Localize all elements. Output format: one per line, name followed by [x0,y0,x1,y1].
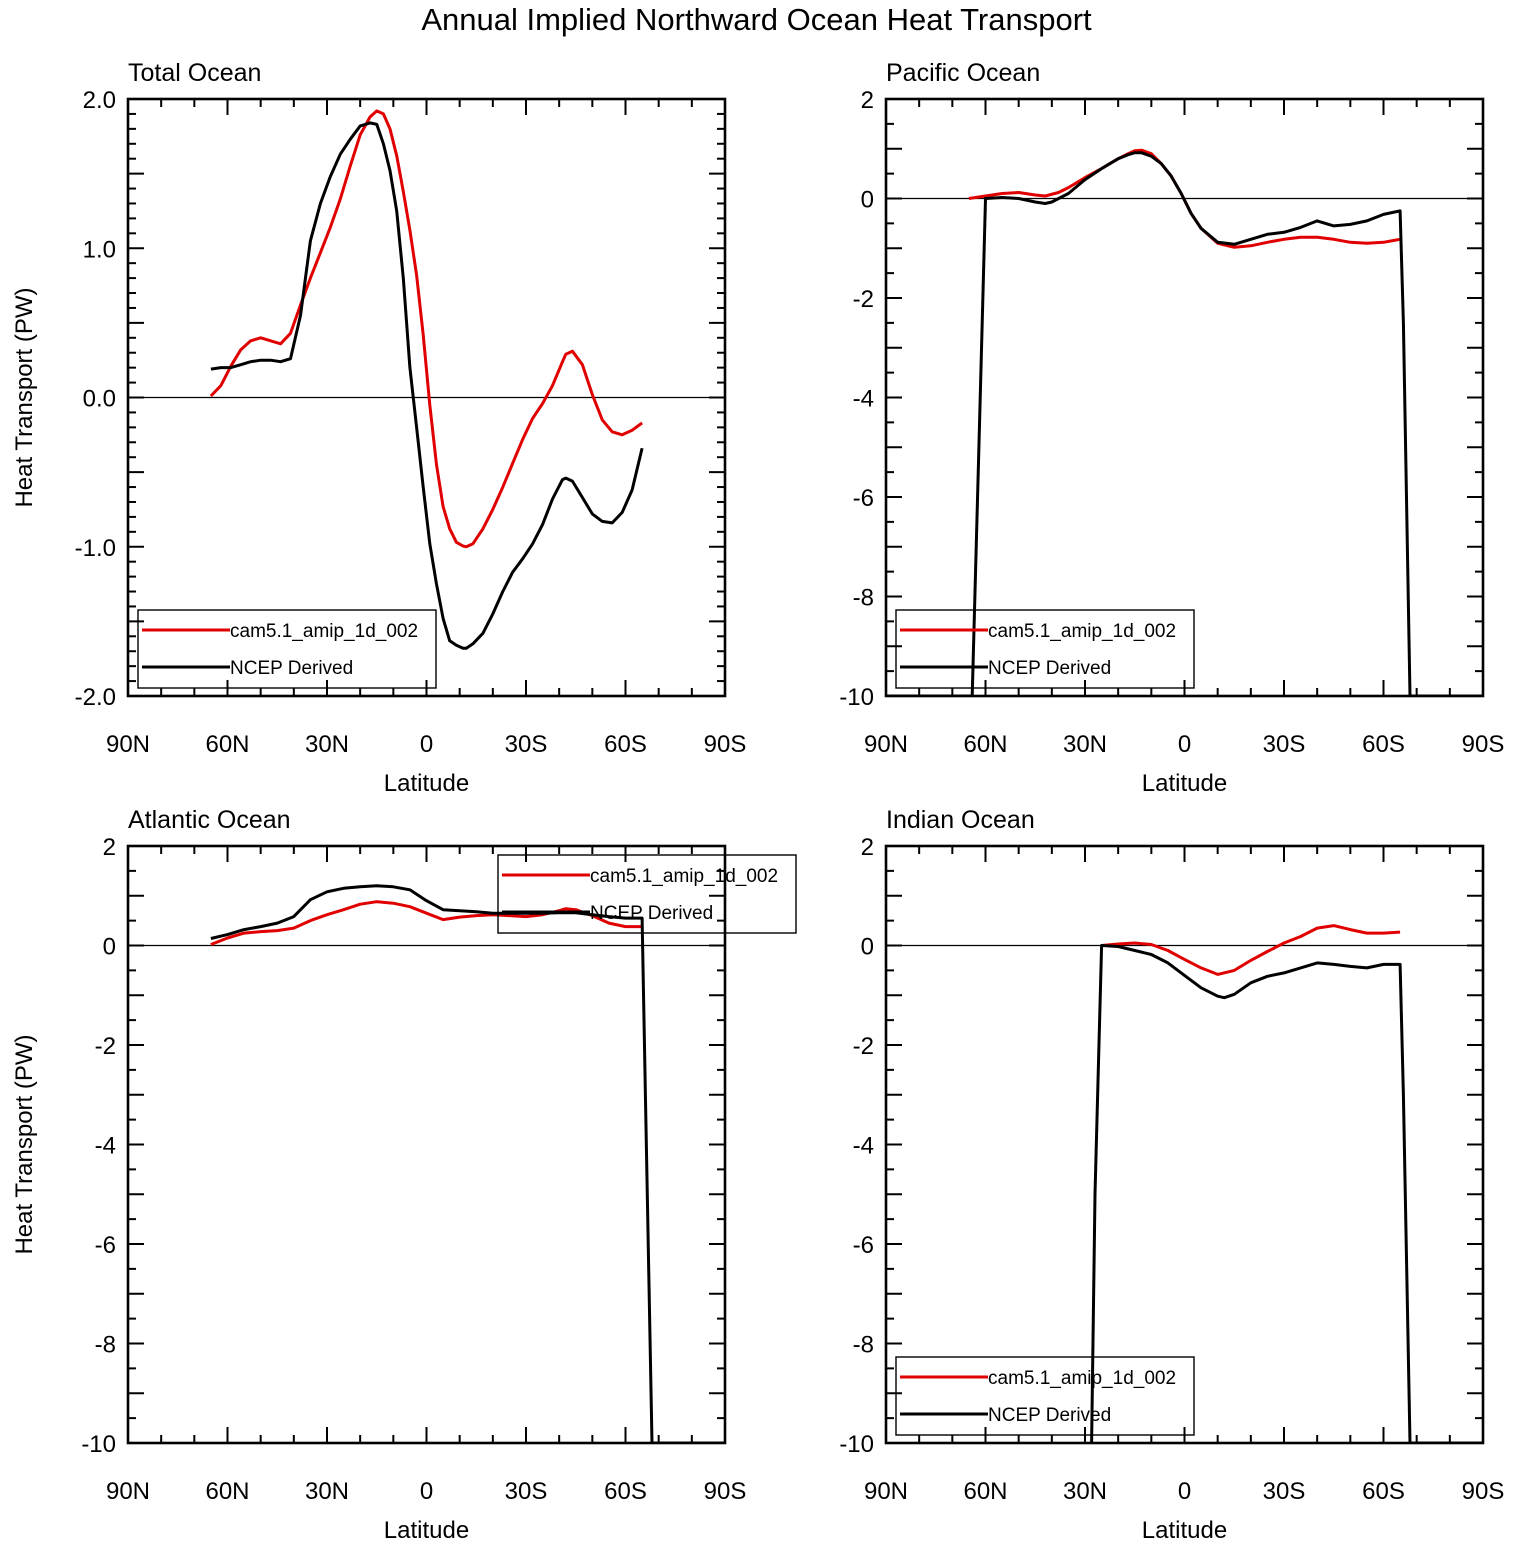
panel-title: Total Ocean [128,59,261,87]
legend-label: NCEP Derived [988,658,1111,679]
y-axis-label: Heat Transport (PW) [11,1034,38,1254]
legend: cam5.1_amip_1d_002 NCEP Derived [497,854,797,934]
x-axis-label: Latitude [384,1517,469,1544]
x-tick-label: 60N [963,1478,1007,1505]
x-tick-label: 60N [963,731,1007,758]
plot-frame [884,844,1485,1445]
legend-label: cam5.1_amip_1d_002 [230,621,418,642]
x-tick-label: 60S [1362,1478,1405,1505]
y-tick-label: -8 [853,1332,874,1359]
y-tick-label: 0 [103,934,116,961]
series-line-ncep-derived [210,121,644,650]
y-tick-label: -10 [839,684,874,711]
y-tick-label: -4 [853,1133,874,1160]
legend-box [895,609,1195,689]
legend-box [895,1356,1195,1436]
y-axis-label: Heat Transport (PW) [11,287,38,507]
y-tick-label: -10 [839,1431,874,1458]
y-tick-label: -1.0 [75,535,116,562]
x-axis-label: Latitude [384,770,469,797]
legend: cam5.1_amip_1d_002 NCEP Derived [895,609,1195,689]
y-tick-label: -2 [853,1033,874,1060]
series-line-ncep-derived [1090,944,1483,1444]
x-tick-label: 90N [106,1478,150,1505]
y-tick-label: -6 [95,1232,116,1259]
series-line-cam5-1-amip-1d-002 [209,109,643,549]
x-tick-label: 60N [205,731,249,758]
x-tick-label: 30S [505,731,548,758]
x-tick-label: 90N [864,731,908,758]
x-axis-label: Latitude [1142,1517,1227,1544]
y-tick-label: -6 [853,1232,874,1259]
x-tick-label: 30N [305,1478,349,1505]
x-tick-label: 90S [704,1478,747,1505]
x-tick-label: 90S [1462,731,1505,758]
x-tick-label: 90N [106,731,150,758]
x-tick-label: 30S [505,1478,548,1505]
panel-title: Pacific Ocean [886,59,1040,87]
panel-title: Indian Ocean [886,806,1035,834]
legend-box [497,854,797,934]
y-tick-label: -2.0 [75,684,116,711]
x-axis-label: Latitude [1142,770,1227,797]
y-tick-label: -4 [853,386,874,413]
series-line-ncep-derived [886,151,1483,697]
legend-label: NCEP Derived [590,903,713,924]
x-tick-label: 0 [420,1478,433,1505]
y-tick-label: -8 [853,585,874,612]
x-tick-label: 90S [1462,1478,1505,1505]
x-tick-label: 0 [420,731,433,758]
legend-label: NCEP Derived [230,658,353,679]
legend: cam5.1_amip_1d_002 NCEP Derived [137,609,437,689]
x-tick-label: 90N [864,1478,908,1505]
legend-label: cam5.1_amip_1d_002 [590,866,778,887]
x-tick-label: 60S [604,1478,647,1505]
legend: cam5.1_amip_1d_002 NCEP Derived [895,1356,1195,1436]
y-tick-label: -2 [95,1033,116,1060]
y-tick-label: 2 [861,87,874,114]
x-tick-label: 30S [1263,1478,1306,1505]
y-tick-label: 0 [861,934,874,961]
y-tick-label: -8 [95,1332,116,1359]
series-line-cam5-1-amip-1d-002 [210,900,643,946]
x-tick-label: 0 [1178,731,1191,758]
y-tick-label: 1.0 [83,236,116,263]
panel-atlantic-ocean: 90N 60N 30N 0 30S 60S 90S -10 -8 -6 -4 -2 0 2 Atlantic… [11,806,797,1544]
y-tick-label: 2.0 [83,87,116,114]
x-tick-label: 0 [1178,1478,1191,1505]
x-tick-label: 60S [1362,731,1405,758]
legend-label: cam5.1_amip_1d_002 [988,1368,1176,1389]
y-tick-label: -10 [81,1431,116,1458]
y-tick-label: 0.0 [83,386,116,413]
x-tick-label: 60S [604,731,647,758]
y-tick-label: -6 [853,485,874,512]
panel-pacific-ocean: 90N 60N 30N 0 30S 60S 90S -10 -8 -6 -4 -2 0 2 Pacific … [839,59,1504,797]
legend-box [137,609,437,689]
y-tick-label: -4 [95,1133,116,1160]
x-tick-label: 30S [1263,731,1306,758]
panel-title: Atlantic Ocean [128,806,291,834]
panel-total-ocean: 90N 60N 30N 0 30S 60S 90S -2.0 -1.0 0.0 1.0 2.0 Tota… [11,59,746,797]
y-tick-label: 2 [861,834,874,861]
legend-label: NCEP Derived [988,1405,1111,1426]
legend-label: cam5.1_amip_1d_002 [988,621,1176,642]
series-line-cam5-1-amip-1d-002 [1101,924,1401,976]
x-tick-label: 30N [1063,1478,1107,1505]
main-title: Annual Implied Northward Ocean Heat Tran… [421,2,1092,37]
y-tick-label: 0 [861,187,874,214]
y-tick-label: 2 [103,834,116,861]
x-tick-label: 30N [1063,731,1107,758]
x-tick-label: 60N [205,1478,249,1505]
x-tick-label: 30N [305,731,349,758]
x-tick-label: 90S [704,731,747,758]
y-tick-label: -2 [853,286,874,313]
panel-indian-ocean: 90N 60N 30N 0 30S 60S 90S -10 -8 -6 -4 -2 0 2 Indian O… [839,806,1504,1544]
series-line-ncep-derived [210,884,725,1444]
